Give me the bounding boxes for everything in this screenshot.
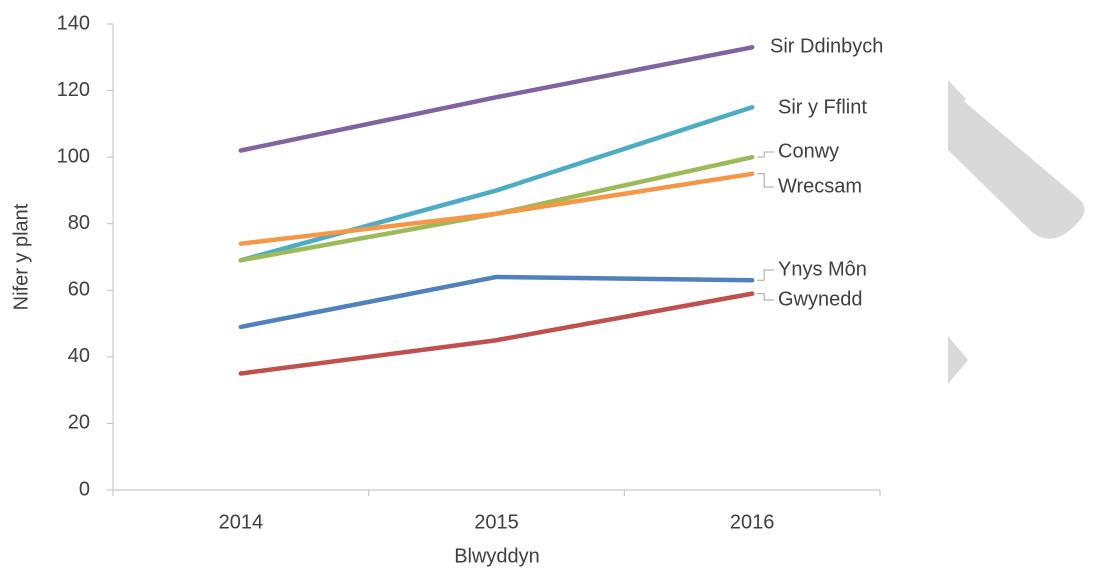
y-tick-label: 100 <box>57 145 90 167</box>
y-tick-label: 140 <box>57 12 90 34</box>
series-label: Ynys Môn <box>778 258 867 280</box>
series-line <box>238 154 755 263</box>
x-tick-label: 2016 <box>730 511 775 533</box>
y-tick-label: 60 <box>68 279 90 301</box>
y-tick-label: 80 <box>68 212 90 234</box>
y-axis-title: Nifer y plant <box>10 203 32 310</box>
leader-line <box>757 173 774 188</box>
leader-line <box>757 269 774 281</box>
y-tick-label: 20 <box>68 412 90 434</box>
series-label: Conwy <box>778 140 839 162</box>
series-label: Sir y Fflint <box>778 96 867 118</box>
leader-line <box>757 151 774 158</box>
series-label: Wrecsam <box>778 175 862 197</box>
decor-triangle <box>948 336 968 384</box>
leader-line <box>757 293 774 301</box>
decoration <box>948 80 1085 384</box>
series-line <box>238 104 755 263</box>
decor-band <box>948 98 1085 239</box>
x-tick-label: 2015 <box>474 511 519 533</box>
series-line <box>238 171 755 246</box>
y-tick-label: 40 <box>68 345 90 367</box>
y-tick-label: 0 <box>79 478 90 500</box>
x-axis-title: Blwyddyn <box>454 545 540 567</box>
x-tick-label: 2014 <box>219 511 264 533</box>
y-tick-label: 120 <box>57 79 90 101</box>
series-line <box>238 274 755 330</box>
series-line <box>238 45 755 153</box>
series-label: Gwynedd <box>778 288 863 310</box>
series-label: Sir Ddinbych <box>770 35 883 57</box>
series-line <box>238 291 755 376</box>
